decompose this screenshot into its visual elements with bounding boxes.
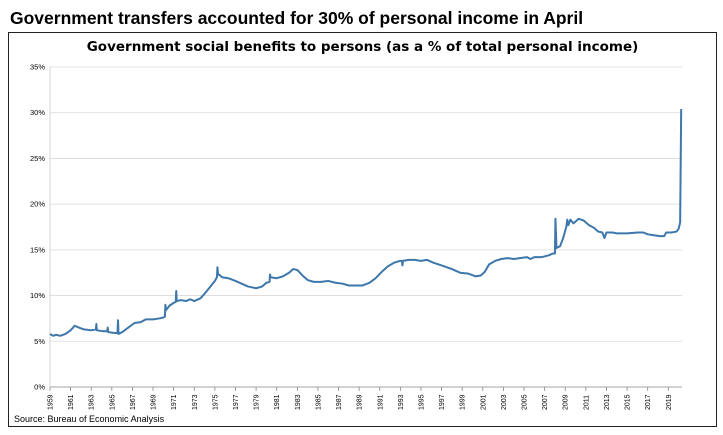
y-axis-ticks: 0% 5% 10% 15% 20% 25% 30% 35% <box>30 63 45 392</box>
x-tick-label: 2005 <box>522 394 529 410</box>
x-tick-label: 1997 <box>439 394 446 410</box>
x-axis-ticks: 1959 1961 1963 1965 1967 1969 1971 1973 1975 1977… <box>48 387 673 410</box>
x-tick-label: 1975 <box>212 394 219 410</box>
x-tick-label: 1961 <box>68 394 75 410</box>
x-tick-label: 2007 <box>542 394 549 410</box>
x-tick-label: 1985 <box>315 394 322 410</box>
x-tick-label: 1989 <box>357 394 364 410</box>
x-tick-label: 1973 <box>192 394 199 410</box>
x-tick-label: 1995 <box>418 394 425 410</box>
x-tick-label: 2017 <box>645 394 652 410</box>
x-tick-label: 1979 <box>254 394 261 410</box>
x-tick-label: 1983 <box>295 394 302 410</box>
x-tick-label: 1969 <box>151 394 158 410</box>
y-tick-label: 30% <box>30 108 45 117</box>
gridlines <box>50 66 682 342</box>
x-tick-label: 2013 <box>604 394 611 410</box>
series-line <box>49 109 683 337</box>
x-tick-label: 2001 <box>480 394 487 410</box>
x-tick-label: 1981 <box>274 394 281 410</box>
y-tick-label: 35% <box>30 63 45 72</box>
y-tick-label: 15% <box>30 245 45 254</box>
y-tick-label: 0% <box>34 383 45 392</box>
x-tick-label: 1977 <box>233 394 240 410</box>
chart-title: Government social benefits to persons (a… <box>86 39 639 55</box>
x-tick-label: 2011 <box>583 395 590 410</box>
x-tick-label: 2019 <box>666 394 673 410</box>
headline: Government transfers accounted for 30% o… <box>10 8 584 28</box>
x-tick-label: 1999 <box>460 394 467 410</box>
x-tick-label: 2009 <box>563 394 570 410</box>
x-tick-label: 2003 <box>501 394 508 410</box>
x-tick-label: 1959 <box>48 394 55 410</box>
x-tick-label: 1965 <box>109 394 116 410</box>
chart-panel: Government social benefits to persons (a… <box>8 32 717 427</box>
x-tick-label: 1967 <box>130 394 137 410</box>
y-tick-label: 20% <box>30 200 45 209</box>
x-tick-label: 2015 <box>625 394 632 410</box>
y-tick-label: 10% <box>30 291 45 300</box>
source-note: Source: Bureau of Economic Analysis <box>14 414 165 424</box>
x-tick-label: 1987 <box>336 394 343 410</box>
y-tick-label: 5% <box>34 337 45 346</box>
y-tick-label: 25% <box>30 154 45 163</box>
x-tick-label: 1993 <box>398 394 405 410</box>
x-tick-label: 1971 <box>171 394 178 410</box>
x-tick-label: 1991 <box>377 394 384 410</box>
x-tick-label: 1963 <box>89 394 96 410</box>
